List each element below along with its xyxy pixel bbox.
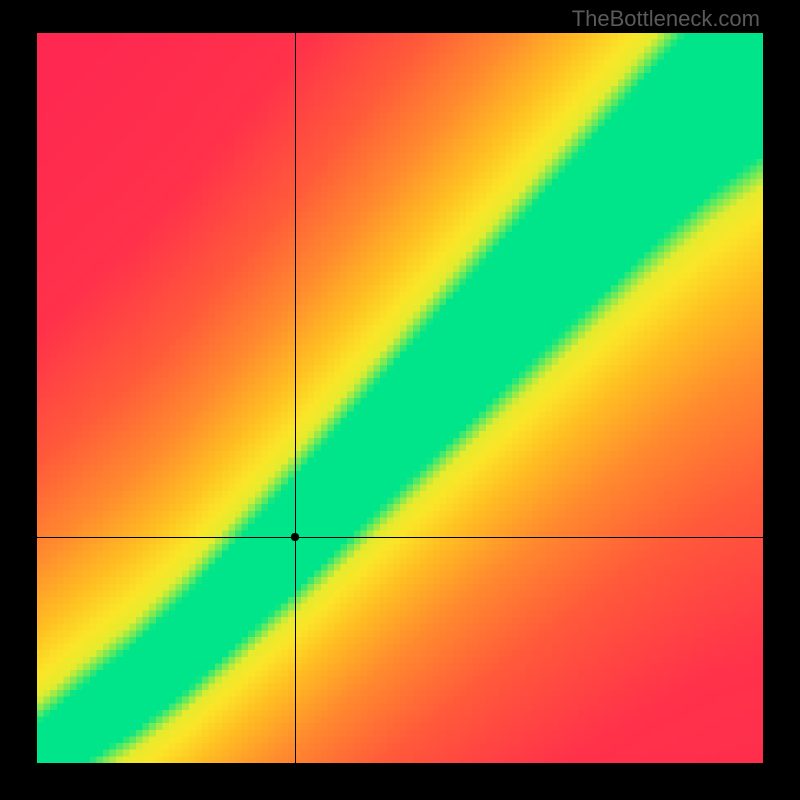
chart-container: TheBottleneck.com: [0, 0, 800, 800]
crosshair-vertical: [295, 33, 296, 763]
crosshair-horizontal: [37, 537, 763, 538]
bottleneck-heatmap: [37, 33, 763, 763]
watermark-text: TheBottleneck.com: [572, 6, 760, 32]
